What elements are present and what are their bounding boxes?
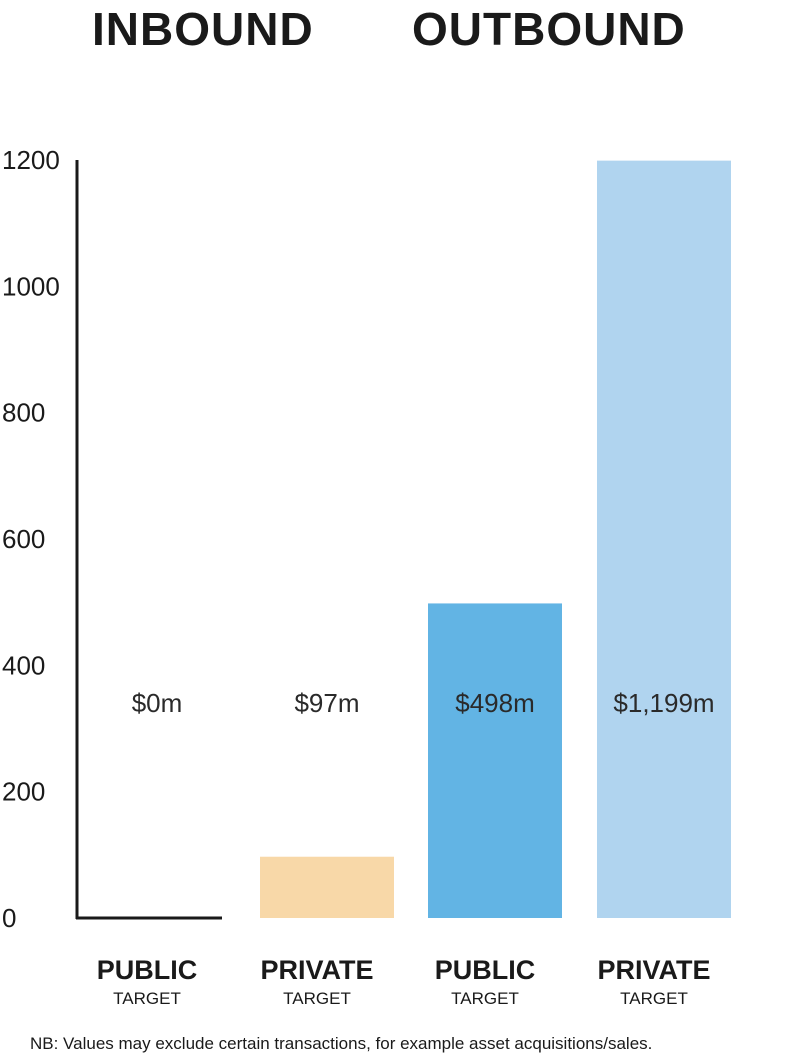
footnote: NB: Values may exclude certain transacti… bbox=[30, 1034, 653, 1053]
y-tick-label: 400 bbox=[2, 650, 45, 680]
inbound-group-title: INBOUND bbox=[92, 3, 314, 55]
category-label: PRIVATE bbox=[597, 955, 710, 985]
value-label: $498m bbox=[455, 688, 535, 718]
y-tick-label: 0 bbox=[2, 903, 16, 933]
category-sublabel: TARGET bbox=[451, 989, 519, 1008]
category-sublabel: TARGET bbox=[283, 989, 351, 1008]
value-label: $1,199m bbox=[613, 688, 714, 718]
bar-1 bbox=[260, 856, 394, 918]
category-label: PUBLIC bbox=[435, 955, 536, 985]
category-sublabel: TARGET bbox=[620, 989, 688, 1008]
y-tick-label: 1200 bbox=[2, 145, 60, 175]
y-tick-label: 200 bbox=[2, 777, 45, 807]
bar-3 bbox=[597, 160, 731, 919]
y-tick-label: 800 bbox=[2, 398, 45, 428]
category-label: PUBLIC bbox=[97, 955, 198, 985]
outbound-group-title: OUTBOUND bbox=[412, 3, 686, 55]
category-label: PRIVATE bbox=[260, 955, 373, 985]
bar-2 bbox=[428, 603, 562, 918]
value-label: $0m bbox=[132, 688, 183, 718]
category-sublabel: TARGET bbox=[113, 989, 181, 1008]
y-tick-label: 1000 bbox=[2, 271, 60, 301]
y-tick-label: 600 bbox=[2, 524, 45, 554]
value-label: $97m bbox=[294, 688, 359, 718]
